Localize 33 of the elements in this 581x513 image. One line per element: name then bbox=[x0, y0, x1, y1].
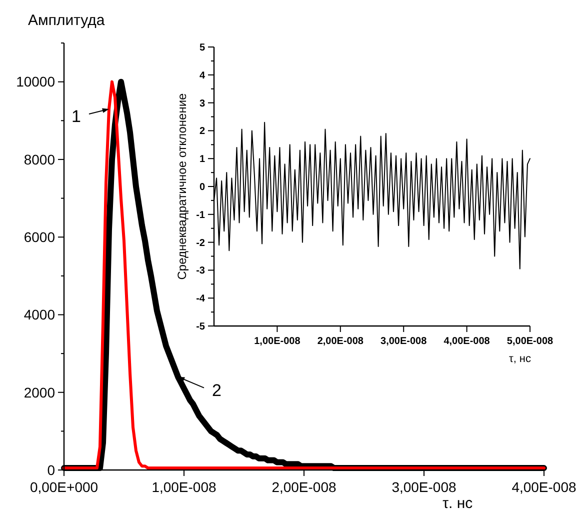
y-tick-label: 4000 bbox=[24, 306, 56, 323]
x-tick-label: 3,00E-008 bbox=[380, 336, 428, 347]
y-tick-label: 3 bbox=[199, 98, 206, 110]
x-tick-label: 1,00E-008 bbox=[152, 479, 217, 495]
x-tick-label: 4,00E-008 bbox=[512, 479, 577, 495]
y-tick-label: 5 bbox=[199, 42, 206, 54]
y-tick-label: 0 bbox=[47, 462, 56, 478]
y-tick-label: 2000 bbox=[24, 384, 56, 400]
y-tick-label: -1 bbox=[196, 210, 206, 221]
x-tick-label: 2,00E-008 bbox=[317, 336, 364, 347]
y-tick-label: -5 bbox=[196, 322, 206, 332]
y-tick-label: -3 bbox=[196, 266, 206, 277]
y-tick-label: -2 bbox=[196, 238, 206, 249]
y-axis-title: Среднеквадратичное отклонение bbox=[175, 92, 189, 280]
y-tick-label: 0 bbox=[199, 182, 206, 193]
y-tick-label: 6000 bbox=[24, 228, 56, 245]
series-label: 1 bbox=[72, 106, 81, 126]
x-tick-label: 0,00E+000 bbox=[30, 479, 98, 495]
x-axis-title: τ, нс bbox=[508, 353, 532, 365]
x-tick-label: 2,00E-008 bbox=[272, 479, 337, 495]
y-axis-title: Амплитуда bbox=[28, 12, 106, 29]
y-tick-label: 2 bbox=[199, 126, 206, 138]
y-tick-label: 1 bbox=[199, 154, 206, 166]
x-axis-title: τ. нс bbox=[442, 495, 474, 512]
x-tick-label: 5,00E-008 bbox=[506, 336, 554, 347]
legend-label: 2 bbox=[212, 380, 222, 400]
x-tick-label: 3,00E-008 bbox=[392, 479, 457, 495]
y-tick-label: 4 bbox=[199, 70, 206, 82]
x-tick-label: 1,00E-008 bbox=[254, 336, 301, 347]
y-tick-label: -4 bbox=[196, 294, 206, 305]
x-tick-label: 4,00E-008 bbox=[444, 336, 490, 347]
y-tick-label: 8000 bbox=[24, 151, 56, 168]
y-tick-label: 10000 bbox=[16, 74, 56, 90]
